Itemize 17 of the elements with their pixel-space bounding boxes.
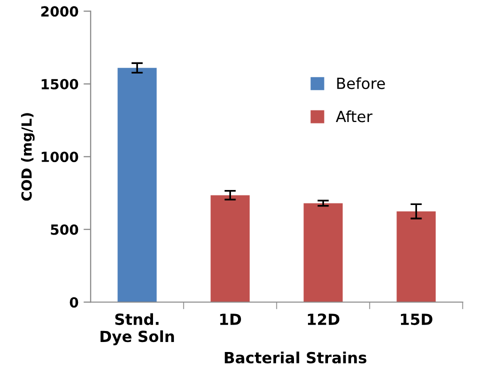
x-axis-title: Bacterial Strains xyxy=(224,352,366,364)
bar xyxy=(304,203,343,302)
legend-label: Before xyxy=(337,77,385,90)
y-tick-label: 1500 xyxy=(42,78,78,90)
legend-label: After xyxy=(336,110,372,122)
bar xyxy=(118,68,157,302)
y-tick-label: 2000 xyxy=(41,6,78,17)
bar xyxy=(396,211,436,302)
x-tick-label: 15D xyxy=(400,314,432,326)
x-tick-label: 1D xyxy=(220,314,242,325)
y-tick-label: 500 xyxy=(50,224,78,235)
y-tick-label: 0 xyxy=(70,297,78,308)
x-tick-label: Stnd. Dye Soln xyxy=(100,313,174,346)
bar xyxy=(210,195,250,302)
y-axis-title: COD (mg/L) xyxy=(21,113,35,201)
x-tick-label: 12D xyxy=(308,314,340,325)
y-tick-label: 1000 xyxy=(42,152,78,162)
